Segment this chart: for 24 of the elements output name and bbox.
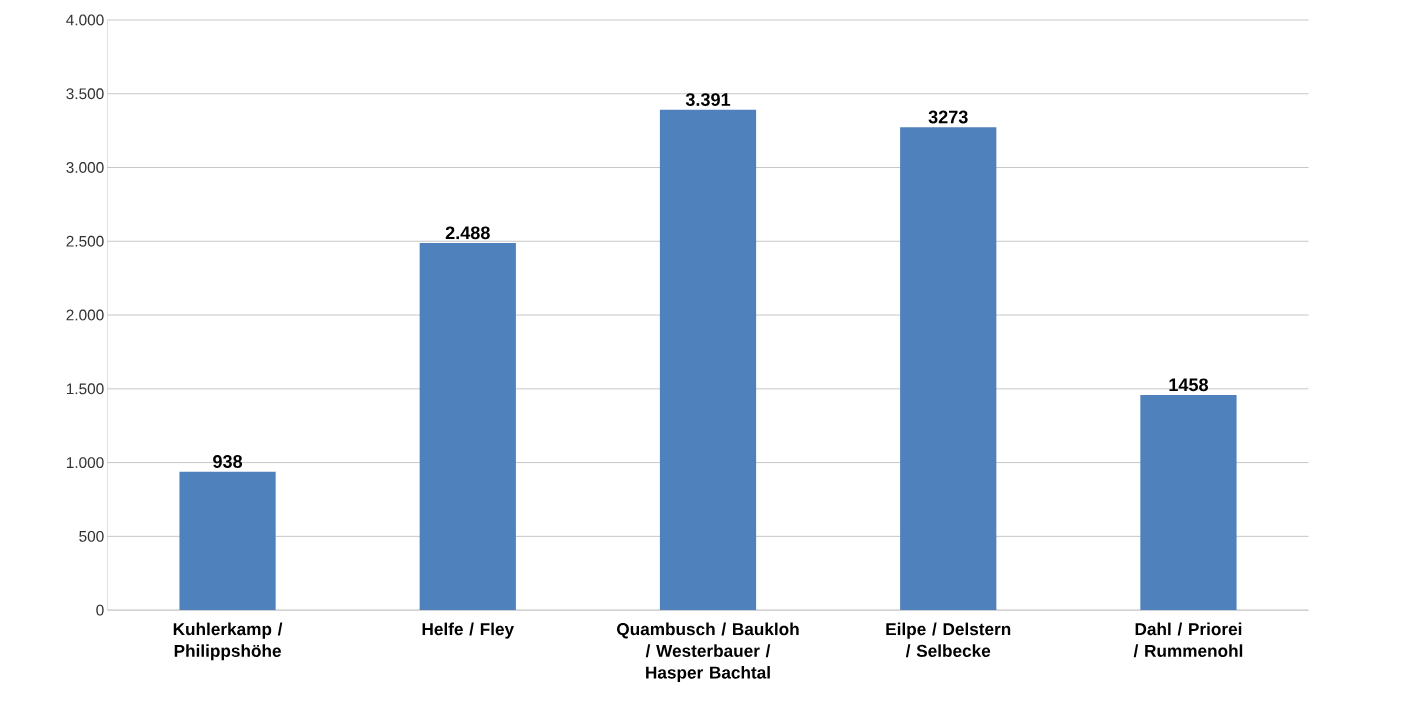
data-label: 938 <box>213 455 243 469</box>
bar <box>1140 395 1237 611</box>
y-tick-label: 500 <box>79 531 104 542</box>
x-tick-label: Dahl / Priorei / Rummenohl <box>1133 622 1243 658</box>
y-tick-label: 3.500 <box>66 88 104 100</box>
x-tick-label: Eilpe / Delstern / Selbecke <box>886 622 1011 658</box>
x-tick-label: Kuhlerkamp / Philippshöhe <box>173 622 283 661</box>
x-tick-label: Quambusch / Baukloh / Westerbauer / Hasper Bachtal <box>617 622 799 683</box>
y-tick-label: 4.000 <box>66 14 104 26</box>
y-tick-label: 1.500 <box>66 383 104 395</box>
y-tick-label: 3.000 <box>66 162 104 174</box>
y-tick-label: 1.000 <box>66 457 104 469</box>
bar <box>179 471 276 611</box>
y-tick-label: 2.500 <box>66 235 104 247</box>
data-label: 3.391 <box>685 93 731 107</box>
bar <box>900 127 997 611</box>
data-label: 2.488 <box>445 226 490 240</box>
x-tick-label: Helfe / Fley <box>422 622 514 639</box>
data-label: 1458 <box>1169 378 1209 392</box>
data-label: 3273 <box>928 110 968 124</box>
bar <box>419 243 516 611</box>
bar <box>659 109 757 611</box>
y-tick-label: 0 <box>96 604 104 616</box>
y-tick-label: 2.000 <box>66 309 104 321</box>
